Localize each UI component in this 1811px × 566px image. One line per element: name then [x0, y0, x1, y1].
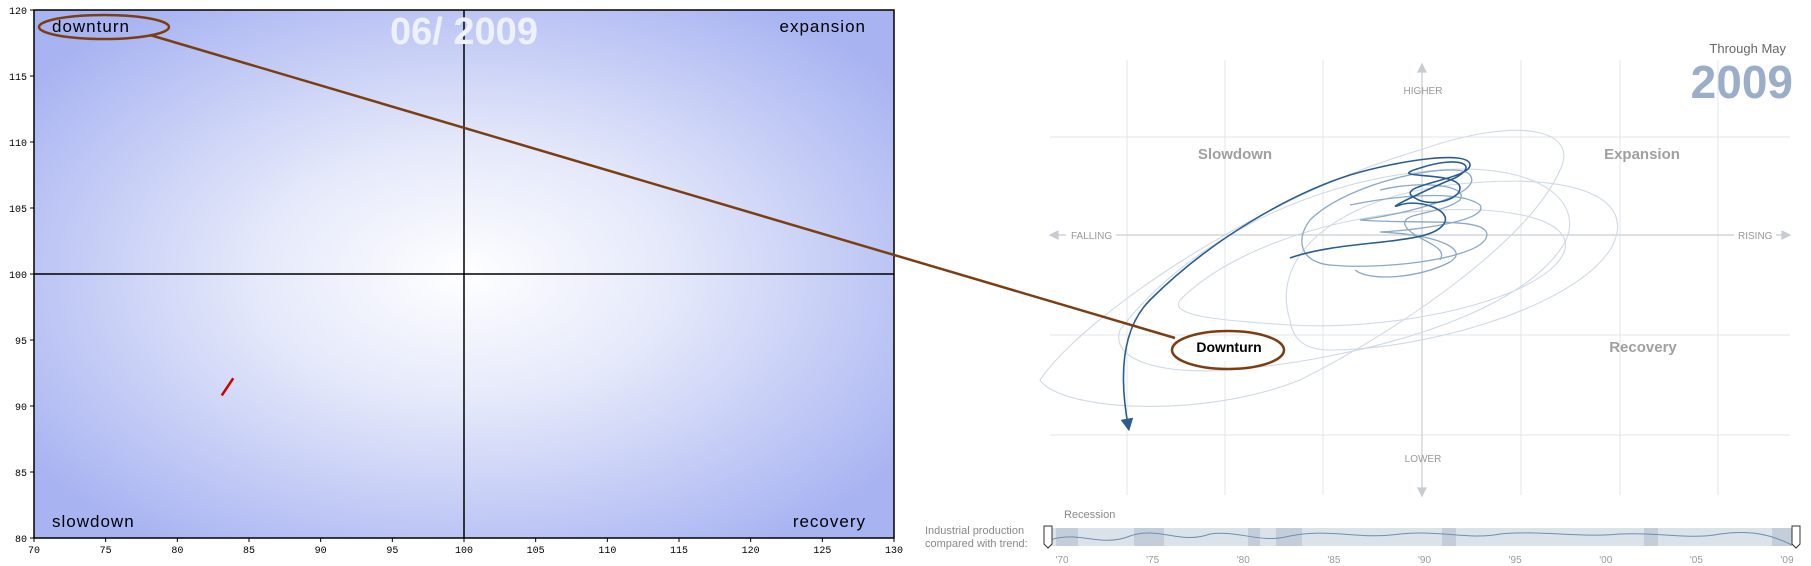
right-axis-labels: HIGHER LOWER FALLING RISING — [1066, 86, 1776, 465]
x-tick-label: 110 — [598, 546, 616, 557]
annotation-ellipse-left — [37, 13, 171, 41]
timeline-year-ticks: '70 '75 '80 '85 '90 '95 '00 '05 '09 — [1055, 555, 1793, 566]
arrow-up-icon — [1417, 62, 1427, 73]
axis-label-higher: HIGHER — [1404, 86, 1443, 97]
quadrant-label-slowdown: slowdown — [52, 512, 135, 531]
recent-loop — [1301, 169, 1488, 267]
timeline-year-label: '09 — [1780, 555, 1793, 566]
y-tick-label: 85 — [15, 469, 27, 480]
axis-label-rising-bg — [1734, 227, 1776, 243]
quadrant-label-expansion: expansion — [779, 17, 866, 36]
timeline-end-handle[interactable] — [1791, 525, 1801, 549]
recession-band — [1442, 528, 1456, 546]
timeline-year-label: '80 — [1237, 555, 1250, 566]
timeline-year-label: '70 — [1055, 555, 1068, 566]
right-year: 2009 — [1691, 56, 1793, 108]
right-grid — [1050, 60, 1790, 495]
annotation-ellipse-right — [1170, 329, 1286, 371]
right-quadrant-expansion: Expansion — [1604, 146, 1680, 163]
recent-loop — [1379, 184, 1462, 261]
x-tick-label: 100 — [455, 546, 473, 557]
timeline-trend-line — [1049, 532, 1793, 546]
axis-label-lower: LOWER — [1405, 454, 1442, 465]
timeline-year-label: '90 — [1418, 555, 1431, 566]
left-x-axis: 70 75 80 85 90 95 100 105 110 115 120 125 130 — [28, 538, 903, 557]
arrow-down-icon — [1417, 487, 1427, 498]
y-tick-label: 80 — [15, 535, 27, 546]
current-path — [1120, 156, 1471, 432]
left-chart: 70 75 80 85 90 95 100 105 110 115 120 125 130 80 85 90… — [9, 7, 903, 557]
quadrant-label-recovery: recovery — [793, 512, 866, 531]
left-chart-title: 06/ 2009 — [390, 11, 538, 53]
y-tick-label: 115 — [9, 73, 27, 84]
history-loop — [1118, 168, 1571, 372]
axis-label-rising: RISING — [1738, 231, 1773, 242]
x-tick-label: 85 — [243, 546, 255, 557]
history-loop — [1285, 180, 1619, 351]
timeline-start-handle[interactable] — [1043, 525, 1053, 549]
series-line — [220, 377, 235, 397]
annotation-connector-line — [149, 33, 1176, 340]
y-tick-label: 95 — [15, 337, 27, 348]
right-quadrant-recovery: Recovery — [1609, 339, 1677, 356]
recession-band — [1134, 528, 1164, 546]
x-tick-label: 115 — [670, 546, 688, 557]
axis-label-falling-bg — [1066, 227, 1116, 243]
arrow-left-icon — [1048, 230, 1059, 240]
x-tick-label: 125 — [813, 546, 831, 557]
timeline-year-label: '05 — [1690, 555, 1703, 566]
axis-label-falling: FALLING — [1071, 231, 1112, 242]
left-series-group — [220, 377, 235, 397]
y-tick-label: 120 — [9, 7, 27, 18]
right-header: Through May — [1709, 41, 1786, 56]
annotation-overlay — [37, 13, 1286, 371]
x-tick-label: 90 — [315, 546, 327, 557]
historical-loops — [1039, 129, 1619, 407]
right-quadrant-labels: Slowdown Expansion Recovery — [1198, 146, 1680, 356]
history-loop — [1177, 208, 1566, 327]
x-tick-label: 95 — [386, 546, 398, 557]
history-loop — [1039, 129, 1565, 407]
x-tick-label: 70 — [28, 546, 40, 557]
y-tick-label: 100 — [9, 271, 27, 282]
downturn-label-bg — [1185, 339, 1267, 361]
recent-loops — [1301, 169, 1488, 278]
right-quadrant-slowdown: Slowdown — [1198, 146, 1272, 163]
x-tick-label: 80 — [171, 546, 183, 557]
timeline-year-label: '95 — [1509, 555, 1522, 566]
y-tick-label: 105 — [9, 205, 27, 216]
recent-loop — [1349, 194, 1482, 278]
timeline-year-label: '00 — [1599, 555, 1612, 566]
x-tick-label: 105 — [527, 546, 545, 557]
y-tick-label: 90 — [15, 403, 27, 414]
recession-band — [1772, 528, 1792, 546]
right-quadrant-downturn: Downturn — [1196, 339, 1261, 355]
timeline-bar[interactable] — [1048, 528, 1796, 546]
right-chart: Through May 2009 HIGHER LOWER FALLING — [925, 41, 1801, 566]
y-tick-label: 110 — [9, 139, 27, 150]
recession-band — [1644, 528, 1658, 546]
timeline-caption-line2: compared with trend: — [925, 538, 1028, 550]
recession-label: Recession — [1064, 509, 1115, 521]
right-axes — [1048, 62, 1792, 498]
timeline-year-label: '75 — [1146, 555, 1159, 566]
recession-band — [1276, 528, 1302, 546]
timeline-caption-line1: Industrial production — [925, 525, 1024, 537]
left-y-axis: 80 85 90 95 100 105 110 115 120 — [9, 7, 34, 546]
quadrant-label-downturn: downturn — [52, 17, 130, 36]
arrow-right-icon — [1781, 230, 1792, 240]
x-tick-label: 120 — [742, 546, 760, 557]
x-tick-label: 130 — [885, 546, 903, 557]
timeline-year-label: '85 — [1327, 555, 1340, 566]
x-tick-label: 75 — [100, 546, 112, 557]
